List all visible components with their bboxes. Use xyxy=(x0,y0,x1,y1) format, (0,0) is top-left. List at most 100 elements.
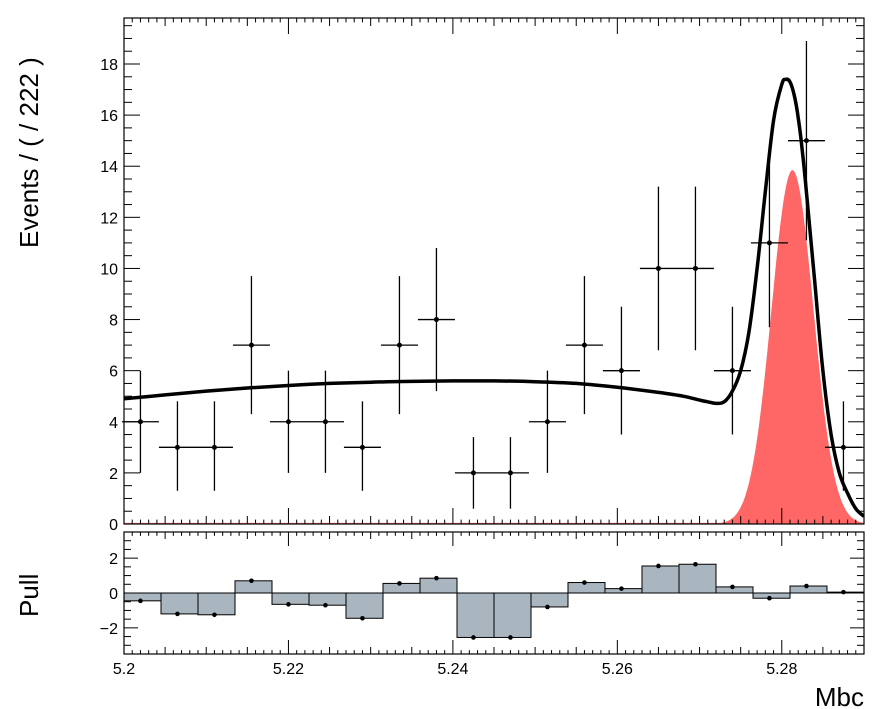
pull-y-axis: −2 0 2 xyxy=(100,531,864,655)
data-point-marker xyxy=(285,419,291,425)
total-fit-curve xyxy=(124,77,864,518)
data-point xyxy=(158,401,196,491)
pull-point xyxy=(471,635,476,640)
fit-frame-rect xyxy=(123,17,865,525)
data-point-marker xyxy=(359,444,365,450)
data-point xyxy=(306,370,344,473)
fit-panel-frame xyxy=(123,17,865,525)
y-tick-label: 2 xyxy=(109,466,118,483)
pull-y-tick-label: 0 xyxy=(109,586,118,603)
pull-point xyxy=(286,602,291,607)
data-point xyxy=(232,276,270,415)
pull-point xyxy=(138,598,143,604)
data-point-marker xyxy=(840,444,846,450)
pull-bar xyxy=(456,592,495,638)
pull-y-tick-label: 2 xyxy=(109,551,118,568)
fit-y-axis: 0 2 4 6 8 10 12 14 16 18 xyxy=(100,25,864,534)
pull-point xyxy=(582,580,587,585)
signal-peak xyxy=(666,170,864,525)
pull-bar xyxy=(641,565,680,594)
y-tick-label: 16 xyxy=(100,108,118,125)
pull-point xyxy=(656,563,661,569)
pull-bar xyxy=(567,582,606,594)
pull-y-axis-title: Pull xyxy=(14,574,44,617)
pull-point xyxy=(397,581,402,586)
pull-points-layer xyxy=(138,561,846,640)
pull-x-axis: 5.2 5.22 5.24 5.26 5.28 xyxy=(113,532,865,678)
data-point xyxy=(491,437,529,509)
data-point-marker xyxy=(655,265,661,271)
pull-panel: −2 0 2 5.2 5.22 5.24 5.26 5.28 xyxy=(100,531,865,678)
signal-fill-layer xyxy=(124,170,864,525)
pull-bar xyxy=(345,592,384,619)
data-point-marker xyxy=(137,419,143,425)
pull-point xyxy=(619,586,624,591)
pull-bar xyxy=(382,582,421,594)
data-point-marker xyxy=(692,265,698,271)
data-point xyxy=(454,437,492,509)
y-tick-label: 0 xyxy=(109,517,118,534)
pull-point xyxy=(693,561,698,567)
fit-y-axis-title: Events / ( / 222 ) xyxy=(14,57,44,248)
pull-point xyxy=(212,612,217,618)
data-point xyxy=(269,370,307,473)
pull-bar xyxy=(123,592,162,602)
pull-y-tick-label: −2 xyxy=(100,621,118,638)
pull-bars-layer xyxy=(123,563,865,638)
data-point xyxy=(639,186,677,351)
y-tick-label: 14 xyxy=(100,159,118,176)
pull-point xyxy=(841,589,846,595)
total-fit-layer xyxy=(124,77,864,518)
x-tick-label: 5.22 xyxy=(273,661,304,678)
pull-bar xyxy=(271,592,310,605)
pull-point xyxy=(804,583,809,589)
pull-bar xyxy=(530,592,569,608)
pull-bar xyxy=(308,592,347,606)
pull-bar xyxy=(789,585,828,594)
data-point xyxy=(713,306,751,435)
pull-point xyxy=(730,584,735,590)
data-point-marker xyxy=(470,470,476,476)
pull-point xyxy=(545,604,550,610)
x-tick-label: 5.28 xyxy=(766,661,797,678)
data-point xyxy=(528,370,566,473)
data-point-marker xyxy=(211,444,217,450)
data-point-marker xyxy=(581,342,587,348)
y-tick-label: 8 xyxy=(109,313,118,330)
data-point-marker xyxy=(396,342,402,348)
pull-point xyxy=(508,635,513,640)
data-point-marker xyxy=(729,368,735,374)
fit-x-axis-ticks xyxy=(123,18,865,524)
data-point xyxy=(824,401,862,491)
pull-bar xyxy=(197,592,236,616)
fit-panel: 0 2 4 6 8 10 12 14 16 18 xyxy=(100,17,865,534)
data-point xyxy=(343,401,381,491)
data-point xyxy=(602,306,640,435)
data-point-marker xyxy=(766,240,772,246)
data-point xyxy=(676,186,714,351)
x-axis-title: Mbc xyxy=(815,682,864,709)
data-point-marker xyxy=(618,368,624,374)
pull-bar xyxy=(234,580,273,594)
data-points-layer xyxy=(121,41,862,509)
x-tick-label: 5.2 xyxy=(113,661,135,678)
data-point xyxy=(380,276,418,415)
data-point xyxy=(195,401,233,491)
data-point-marker xyxy=(174,444,180,450)
pull-point xyxy=(175,611,180,617)
pull-point xyxy=(249,578,254,584)
data-point-marker xyxy=(803,138,809,144)
pull-point xyxy=(323,602,328,608)
y-tick-label: 18 xyxy=(100,57,118,74)
pull-bar xyxy=(160,592,199,615)
pull-point xyxy=(767,595,772,601)
y-tick-label: 10 xyxy=(100,261,118,278)
x-tick-label: 5.24 xyxy=(437,661,468,678)
data-point xyxy=(565,276,603,415)
x-tick-label: 5.26 xyxy=(602,661,633,678)
pull-point xyxy=(434,575,439,581)
pull-bar xyxy=(493,592,532,638)
data-point-marker xyxy=(507,470,513,476)
data-point xyxy=(417,248,455,392)
